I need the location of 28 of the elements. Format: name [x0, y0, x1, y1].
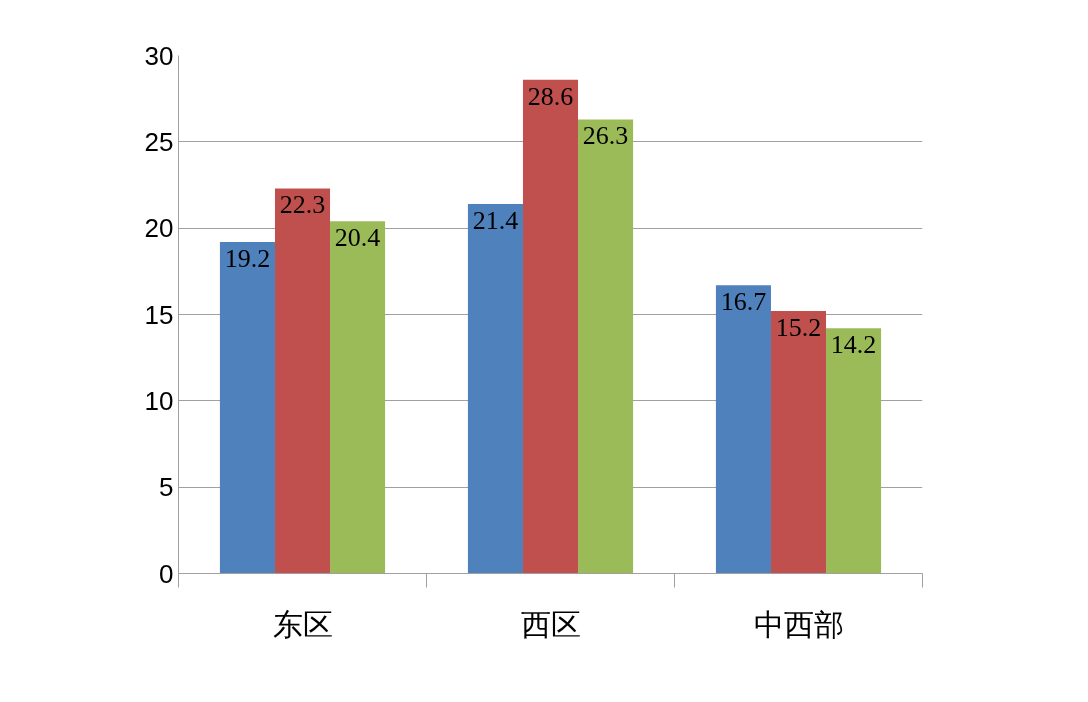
- data-label: 19.2: [224, 243, 271, 273]
- y-tick-label: 5: [159, 472, 174, 503]
- y-tick-label: 20: [144, 213, 174, 244]
- y-tick-label: 25: [144, 126, 174, 157]
- bar: [826, 328, 882, 574]
- y-tick-label: 10: [144, 385, 174, 416]
- data-label: 16.7: [720, 287, 767, 317]
- data-label: 15.2: [775, 313, 822, 343]
- bar: [274, 188, 331, 574]
- data-label: 28.6: [527, 81, 574, 111]
- x-tick-label: 中西部: [753, 607, 844, 641]
- y-tick-label: 15: [144, 299, 174, 330]
- bar: [715, 285, 771, 574]
- data-label: 22.3: [279, 190, 326, 220]
- x-tick-label: 西区: [520, 607, 581, 641]
- data-label: 21.4: [472, 205, 519, 235]
- y-tick-label: 0: [159, 558, 174, 589]
- bar: [578, 119, 634, 574]
- bar: [219, 241, 275, 574]
- data-label: 14.2: [830, 330, 877, 360]
- bar: [330, 221, 386, 574]
- x-tick-label: 东区: [272, 607, 333, 641]
- data-label: 20.4: [334, 223, 381, 253]
- y-tick-label: 30: [144, 40, 174, 71]
- bar: [770, 311, 827, 574]
- data-label: 26.3: [582, 121, 629, 151]
- bar: [522, 79, 579, 574]
- bar: [467, 203, 523, 574]
